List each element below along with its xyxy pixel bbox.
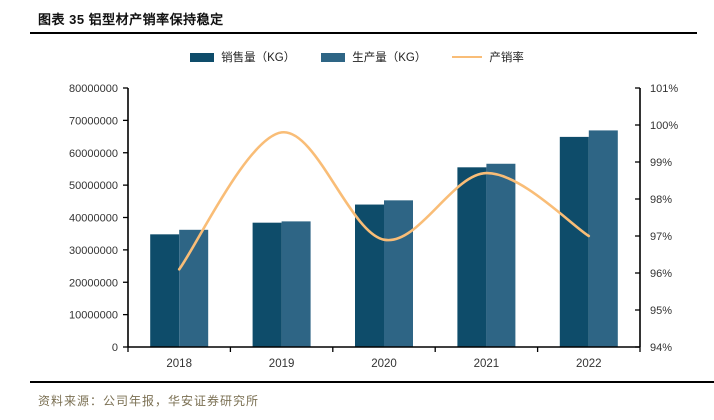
y-axis-tick-label-right: 101% bbox=[650, 83, 678, 95]
bar-production bbox=[179, 229, 209, 347]
y-axis-tick-label-right: 95% bbox=[650, 305, 672, 317]
bar-production bbox=[281, 221, 311, 347]
x-axis-label: 2020 bbox=[371, 358, 397, 370]
y-axis-tick-label-right: 96% bbox=[650, 268, 672, 280]
legend-item-ratio: 产销率 bbox=[452, 49, 524, 65]
legend-label-ratio: 产销率 bbox=[489, 52, 524, 64]
y-axis-tick-label-right: 94% bbox=[650, 342, 672, 354]
y-axis-tick-label-left: 10000000 bbox=[69, 310, 118, 322]
x-axis-label: 2019 bbox=[269, 358, 295, 370]
x-axis-label: 2018 bbox=[166, 358, 192, 370]
y-axis-tick-label-left: 30000000 bbox=[69, 245, 118, 257]
y-axis-tick-label-left: 60000000 bbox=[69, 148, 118, 160]
legend-item-sales: 销售量（KG） bbox=[190, 49, 295, 65]
y-axis-tick-label-left: 50000000 bbox=[69, 180, 118, 192]
y-axis-tick-label-left: 70000000 bbox=[69, 115, 118, 127]
y-axis-tick-label-left: 40000000 bbox=[69, 213, 118, 225]
y-axis-tick-label-right: 100% bbox=[650, 120, 678, 132]
figure-title: 图表 35 铝型材产销率保持稳定 bbox=[38, 12, 224, 27]
sales-swatch-icon bbox=[190, 52, 215, 62]
y-axis-tick-label-left: 20000000 bbox=[69, 277, 118, 289]
x-axis-label: 2022 bbox=[576, 358, 602, 370]
bar-sales bbox=[355, 204, 384, 347]
bar-sales bbox=[252, 222, 282, 347]
ratio-line bbox=[177, 131, 591, 271]
legend-label-production: 生产量（KG） bbox=[352, 52, 427, 64]
bar-production bbox=[486, 163, 516, 347]
bar-production bbox=[588, 130, 618, 347]
y-axis-tick-label-right: 99% bbox=[650, 157, 672, 169]
y-axis-tick-label-left: 80000000 bbox=[69, 83, 118, 95]
bar-sales bbox=[559, 136, 589, 347]
source-note: 资料来源：公司年报，华安证券研究所 bbox=[38, 394, 260, 408]
footer-divider bbox=[30, 381, 714, 383]
production-swatch-icon bbox=[321, 52, 346, 62]
title-divider bbox=[30, 32, 697, 34]
legend-label-sales: 销售量（KG） bbox=[221, 52, 296, 64]
x-axis-label: 2021 bbox=[474, 358, 500, 370]
bar-production bbox=[384, 200, 413, 347]
legend-item-production: 生产量（KG） bbox=[321, 49, 426, 65]
y-axis-tick-label-left: 0 bbox=[112, 342, 118, 354]
legend: 销售量（KG） 生产量（KG） 产销率 bbox=[0, 47, 714, 67]
ratio-line-swatch-icon bbox=[452, 56, 483, 58]
chart-canvas: 0 10000000 20000000 30000000 40000000 5000000… bbox=[69, 83, 678, 370]
y-axis-tick-label-right: 98% bbox=[650, 194, 672, 206]
bar-sales bbox=[150, 234, 180, 347]
bar-sales bbox=[457, 167, 487, 347]
y-axis-tick-label-right: 97% bbox=[650, 231, 672, 243]
